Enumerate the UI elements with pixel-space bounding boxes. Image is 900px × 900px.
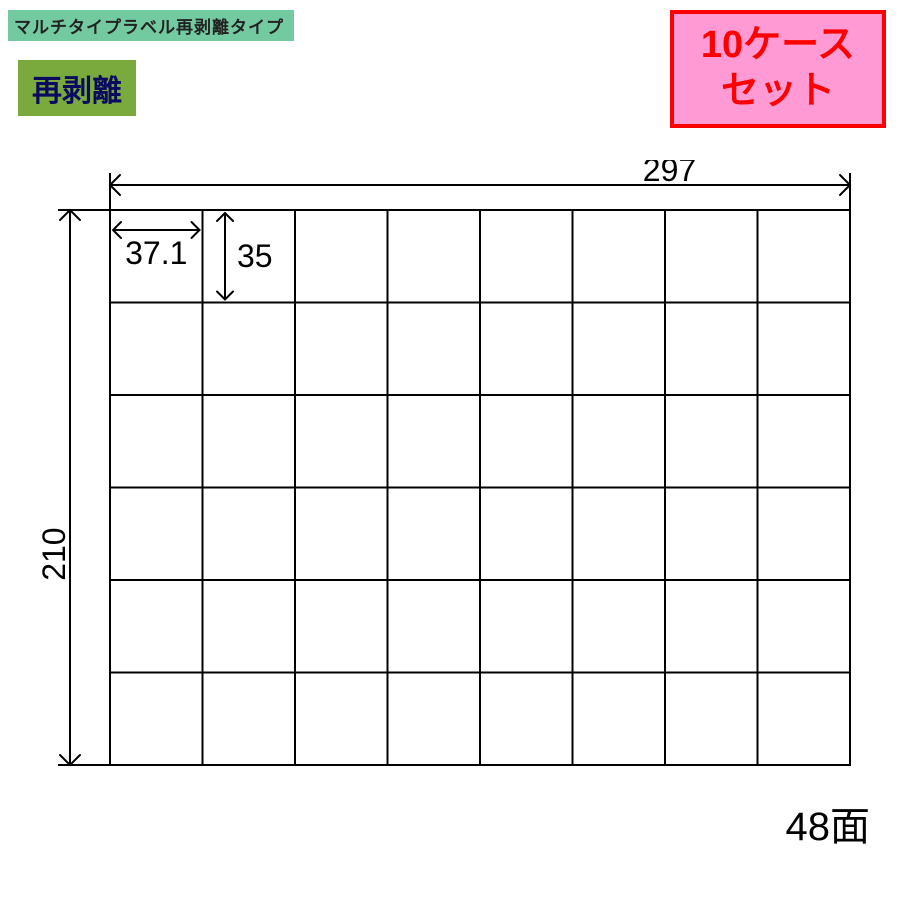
promo-line2: セット	[721, 70, 835, 112]
faces-count-label: 48面	[786, 794, 871, 852]
cell-width-label: 37.1	[125, 235, 187, 271]
diagram-svg: 297 210 37.1 35	[40, 160, 860, 800]
cell-height-label: 35	[237, 238, 273, 274]
sheet-width-label: 297	[643, 160, 696, 188]
header-bar: マルチタイプラベル再剥離タイプ	[8, 10, 294, 41]
repeel-tag: 再剥離	[18, 60, 136, 116]
promo-line1: 10ケース	[701, 24, 855, 66]
sheet-height-label: 210	[40, 527, 72, 580]
promo-box: 10ケース セット	[670, 10, 886, 128]
label-diagram: 297 210 37.1 35	[40, 160, 860, 800]
promo-text: 10ケース セット	[701, 23, 855, 114]
